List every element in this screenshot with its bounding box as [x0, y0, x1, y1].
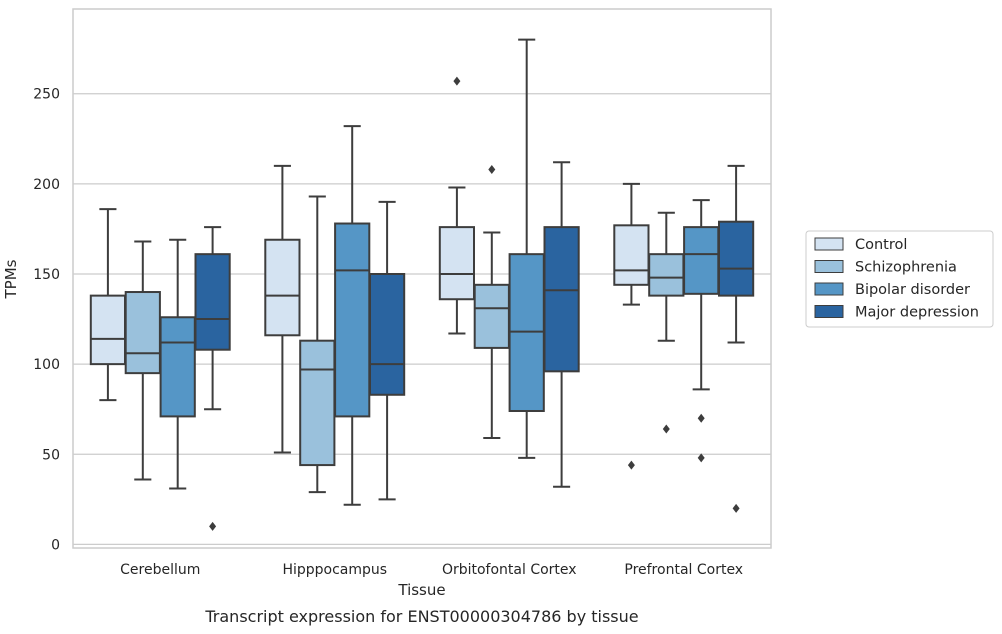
box-control: [264, 164, 301, 454]
box-iqr: [194, 253, 231, 351]
box-major-depression: [368, 200, 406, 501]
chart-caption: Transcript expression for ENST0000030478…: [204, 607, 638, 626]
outlier-point: [627, 460, 635, 470]
y-tick-label: 200: [33, 177, 60, 193]
box-iqr: [124, 291, 161, 375]
box-iqr: [473, 283, 510, 349]
box-iqr: [613, 224, 650, 286]
box-bipolar-disorder: [508, 38, 545, 459]
x-tick-labels: Cerebellum Hipppocampus Orbitofontal Corte…: [120, 562, 743, 578]
legend-frame: [805, 230, 994, 328]
legend-swatch: [814, 282, 844, 296]
box-schizophrenia: [124, 240, 161, 481]
y-tick-label: 100: [33, 357, 60, 373]
legend-swatch: [814, 260, 844, 273]
legend-items: Control Schizophrenia Bipolar disorder Majo…: [814, 237, 979, 321]
x-axis-title: Tissue: [397, 581, 445, 599]
box-major-depression: [717, 164, 755, 513]
outlier-point: [697, 413, 705, 423]
box-control: [613, 182, 650, 470]
legend-label: Bipolar disorder: [855, 282, 970, 298]
box-iqr: [368, 272, 406, 396]
box-iqr: [648, 253, 685, 297]
outlier-point: [209, 521, 217, 531]
box-schizophrenia: [299, 195, 336, 494]
box-bipolar-disorder: [334, 125, 371, 506]
x-tick-label: Hipppocampus: [282, 562, 387, 578]
x-tick-label: Orbitofontal Cortex: [442, 562, 577, 578]
box-iqr: [264, 238, 301, 337]
box-major-depression: [194, 226, 231, 531]
box-schizophrenia: [473, 164, 510, 440]
outlier-point: [488, 164, 496, 174]
box-control: [438, 76, 476, 335]
box-iqr: [438, 226, 476, 301]
y-tick-label: 0: [51, 537, 60, 553]
y-axis-title: TPMs: [2, 259, 20, 299]
boxes: [89, 38, 755, 531]
legend-label: Schizophrenia: [855, 260, 957, 276]
y-tick-labels: 0 50 100 150 200 250: [33, 87, 60, 554]
x-tick-label: Prefrontal Cortex: [624, 562, 743, 578]
y-tick-label: 250: [33, 87, 60, 103]
legend-swatch: [814, 305, 844, 318]
outlier-point: [662, 424, 670, 434]
outlier-point: [453, 76, 461, 86]
outlier-point: [697, 453, 705, 463]
box-major-depression: [543, 161, 580, 488]
legend: Control Schizophrenia Bipolar disorder Majo…: [805, 230, 994, 328]
plot-frame: [72, 8, 772, 549]
box-bipolar-disorder: [159, 238, 196, 490]
box-schizophrenia: [648, 211, 685, 434]
y-tick-label: 50: [42, 447, 60, 463]
box-iqr: [683, 226, 720, 295]
x-tick-label: Cerebellum: [120, 562, 200, 578]
legend-swatch: [814, 237, 844, 251]
box-iqr: [89, 294, 127, 366]
box-iqr: [334, 222, 371, 418]
box-iqr: [159, 316, 196, 418]
outlier-point: [732, 503, 740, 513]
legend-label: Major depression: [855, 305, 979, 321]
box-iqr: [717, 220, 755, 297]
box-bipolar-disorder: [683, 199, 720, 463]
box-iqr: [543, 226, 580, 373]
box-iqr: [299, 339, 336, 467]
y-tick-label: 150: [33, 267, 60, 283]
legend-label: Control: [855, 237, 907, 253]
